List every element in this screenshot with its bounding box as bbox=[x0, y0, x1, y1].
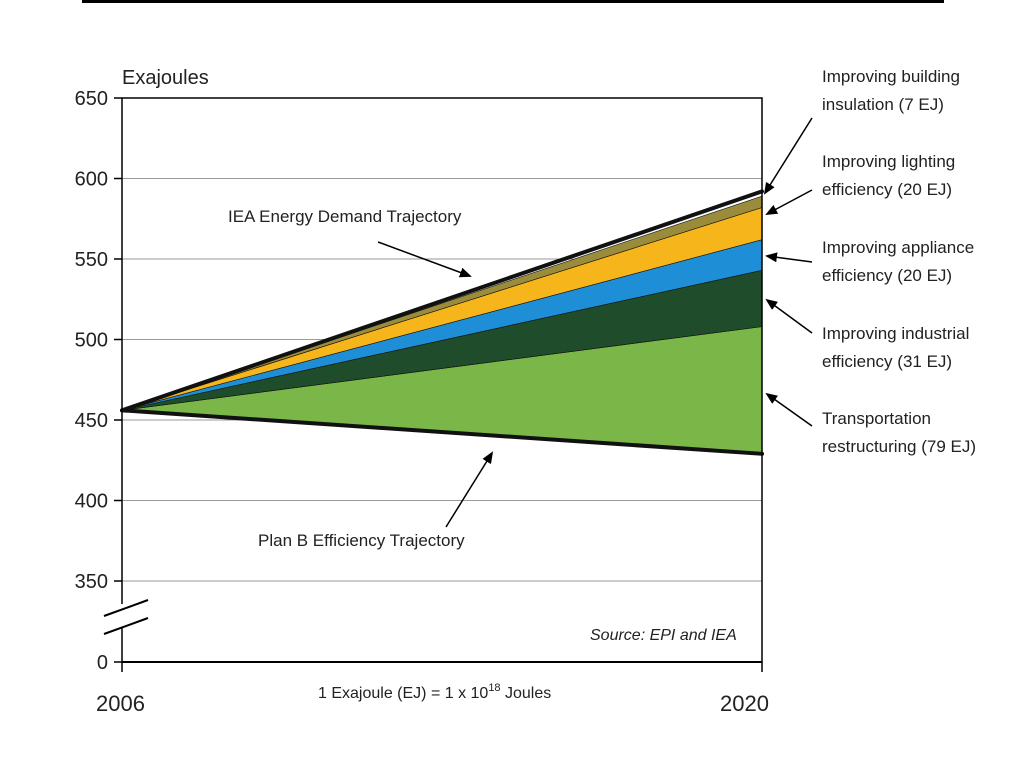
annotation-arrows bbox=[377, 117, 813, 528]
axis-break-gap bbox=[119, 604, 125, 628]
arrow-transport bbox=[765, 392, 813, 427]
annotation-appliance-line1: Improving appliance bbox=[822, 238, 974, 257]
arrow-appliance bbox=[765, 252, 813, 263]
y-axis-label: Exajoules bbox=[122, 67, 209, 89]
y-tick-label-0: 0 bbox=[97, 652, 108, 674]
arrow-lighting bbox=[765, 189, 813, 215]
source-note: Source: EPI and IEA bbox=[590, 627, 737, 644]
annotation-planb-label: Plan B Efficiency Trajectory bbox=[258, 531, 465, 550]
annotation-lighting-line1: Improving lighting bbox=[822, 152, 955, 171]
axis-break-mark-upper bbox=[103, 599, 149, 617]
arrow-industrial bbox=[765, 298, 813, 334]
x-tick-2020: 2020 bbox=[720, 691, 769, 716]
annotation-transport-line1: Transportation bbox=[822, 409, 931, 428]
arrow-planb bbox=[445, 451, 494, 528]
y-tick-label-450: 450 bbox=[75, 410, 108, 432]
top-rule bbox=[82, 0, 944, 3]
y-tick-label-350: 350 bbox=[75, 571, 108, 593]
x-tick-2006: 2006 bbox=[96, 691, 145, 716]
arrow-building bbox=[763, 117, 813, 195]
y-tick-labels: 650 600 550 500 450 400 350 0 bbox=[75, 88, 108, 674]
area-layers bbox=[121, 195, 763, 455]
annotation-building-line1: Improving building bbox=[822, 67, 960, 86]
axes bbox=[114, 97, 763, 672]
annotation-industrial-line1: Improving industrial bbox=[822, 324, 969, 343]
y-tick-label-650: 650 bbox=[75, 88, 108, 110]
trajectory-line-0 bbox=[120, 189, 764, 413]
annotation-lighting-line2: efficiency (20 EJ) bbox=[822, 180, 952, 199]
axis-break-mark-lower bbox=[103, 617, 149, 635]
arrow-iea bbox=[377, 241, 472, 278]
y-tick-label-400: 400 bbox=[75, 491, 108, 513]
y-tick-label-550: 550 bbox=[75, 249, 108, 271]
annotation-building-line2: insulation (7 EJ) bbox=[822, 95, 944, 114]
annotation-industrial-line2: efficiency (31 EJ) bbox=[822, 352, 952, 371]
axis-break-marks bbox=[103, 599, 149, 635]
footnote: 1 Exajoule (EJ) = 1 x 1018 Joules bbox=[318, 682, 551, 702]
y-tick-label-500: 500 bbox=[75, 330, 108, 352]
annotation-transport-line2: restructuring (79 EJ) bbox=[822, 437, 976, 456]
annotation-appliance-line2: efficiency (20 EJ) bbox=[822, 266, 952, 285]
trajectory-line-1 bbox=[120, 408, 764, 456]
trajectory-lines bbox=[120, 189, 764, 456]
annotation-iea-label: IEA Energy Demand Trajectory bbox=[228, 207, 462, 226]
y-tick-label-600: 600 bbox=[75, 169, 108, 191]
